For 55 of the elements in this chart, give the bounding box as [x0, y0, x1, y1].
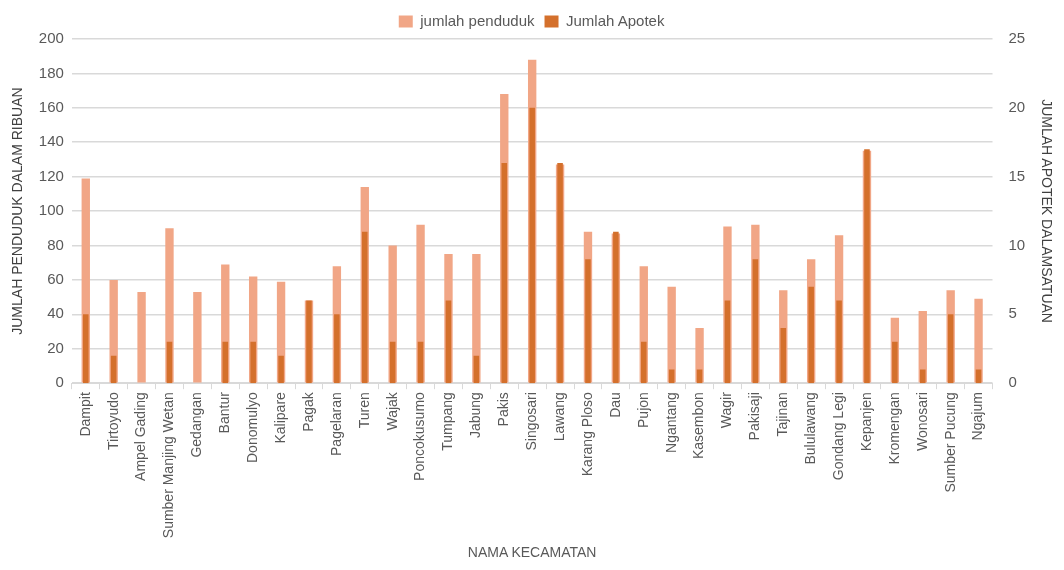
y-tick-label: 40: [47, 304, 64, 322]
x-tick-label: Dau: [606, 392, 623, 418]
x-tick-label: Bantur: [216, 391, 233, 434]
y-tick-label: 80: [47, 235, 64, 253]
y2-tick-label: 15: [1008, 166, 1026, 184]
y2-tick-label: 25: [1008, 29, 1026, 47]
x-tick-label: Ampel Gading: [132, 392, 149, 481]
x-tick-label: Gondang Legi: [829, 392, 846, 481]
y2-tick-label: 5: [1008, 304, 1017, 322]
x-tick-label: Lawang: [550, 392, 567, 442]
y-tick-label: 140: [38, 132, 64, 150]
y2-tick-label: 0: [1008, 373, 1017, 391]
y-tick-label: 120: [38, 166, 64, 184]
x-tick-label: Jabung: [467, 392, 484, 439]
x-tick-label: Wajak: [383, 391, 400, 431]
y-tick-label: 180: [38, 63, 64, 81]
x-tick-label: Dampit: [76, 392, 93, 437]
x-tick-label: Donomulyo: [244, 391, 261, 463]
x-tick-label: Wonosari: [913, 392, 930, 452]
x-tick-label: Pujon: [634, 392, 651, 428]
x-tick-label: Bululawang: [802, 392, 819, 465]
x-tick-label: Kepanjen: [857, 392, 874, 452]
x-tick-label: Kasembon: [690, 392, 707, 460]
y-tick-label: 0: [55, 373, 64, 391]
x-tick-label: Wagir: [718, 391, 735, 429]
legend-label: Jumlah Apotek: [566, 11, 665, 29]
y-tick-label: 160: [38, 97, 64, 115]
x-tick-label: Tumpang: [439, 392, 456, 451]
y2-tick-label: 10: [1008, 235, 1026, 253]
y-tick-label: 20: [47, 338, 64, 356]
x-tick-label: Tirtoyudo: [104, 391, 121, 451]
y-axis-title: JUMLAH PENDUDUK DALAM RIBUAN: [9, 87, 26, 335]
x-tick-label: Ngantang: [662, 392, 679, 453]
x-tick-label: Gedangan: [188, 392, 205, 458]
x-tick-label: Pakisaji: [746, 392, 763, 441]
y2-tick-label: 20: [1008, 97, 1026, 115]
x-tick-label: Pagak: [299, 391, 316, 432]
x-tick-label: Sumber Pucung: [941, 392, 958, 493]
x-tick-label: Pakis: [495, 392, 512, 427]
x-tick-label: Turen: [355, 392, 372, 429]
x-tick-label: Kalipare: [271, 391, 288, 444]
y-tick-label: 100: [38, 201, 64, 219]
x-tick-label: Kromengan: [885, 392, 902, 465]
legend-label: jumlah penduduk: [419, 11, 536, 29]
x-tick-label: Singosari: [523, 392, 540, 451]
y2-axis-title: JUMLAH APOTEK DALAMSATUAN: [1038, 99, 1055, 323]
y-tick-label: 200: [38, 29, 64, 47]
x-axis-title: NAMA KECAMATAN: [467, 544, 597, 561]
x-tick-label: Sumber Manjing Wetan: [160, 392, 177, 539]
x-tick-label: Karang Ploso: [578, 391, 595, 477]
y-tick-label: 60: [47, 270, 64, 288]
x-tick-label: Pagelaran: [327, 392, 344, 456]
x-tick-label: Poncokusumo: [411, 391, 428, 481]
x-tick-label: Tajinan: [774, 392, 791, 437]
x-tick-label: Ngajum: [969, 392, 986, 441]
